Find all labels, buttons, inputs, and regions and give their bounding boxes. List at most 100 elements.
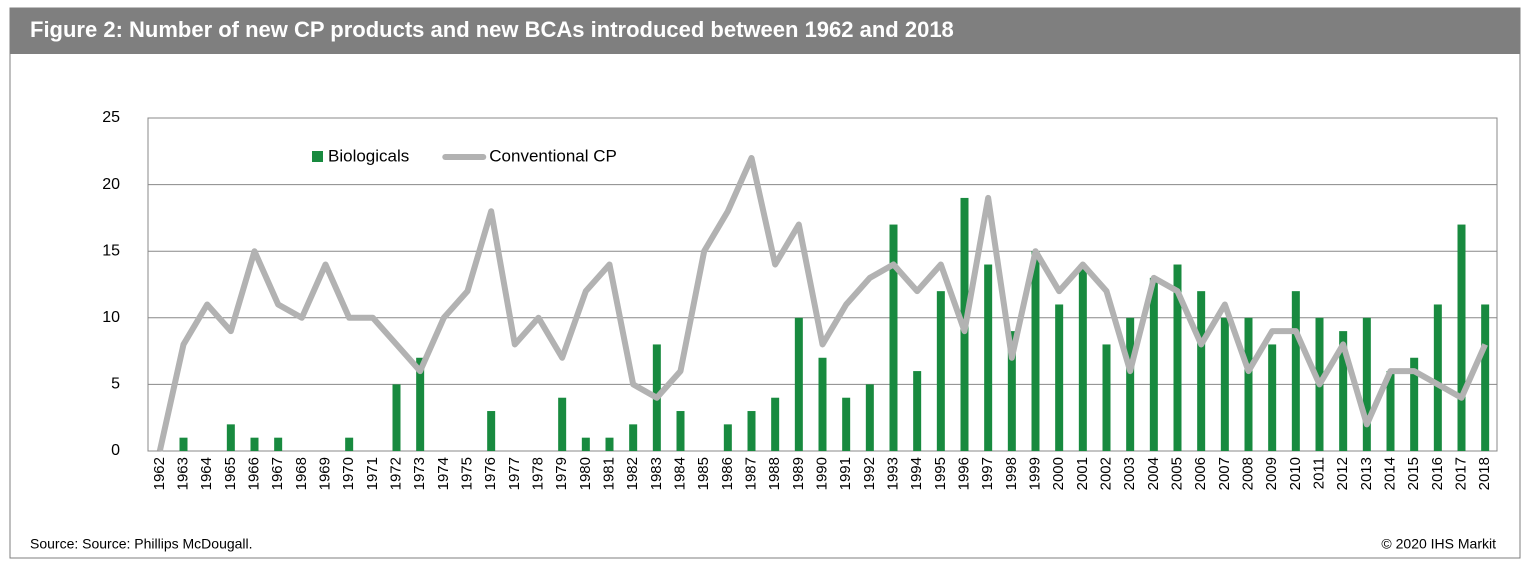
bar <box>250 437 259 451</box>
frame <box>9 7 1521 559</box>
x-tick-label: 1971 <box>364 457 381 490</box>
bar <box>747 411 756 451</box>
bar <box>179 437 188 451</box>
x-tick-label: 1966 <box>245 457 262 490</box>
x-tick-label: 1994 <box>908 457 925 490</box>
bar <box>1362 317 1371 451</box>
x-tick-label: 1999 <box>1026 457 1043 490</box>
bar <box>274 437 283 451</box>
line <box>156 154 1488 452</box>
x-tick-label: 1986 <box>719 457 736 490</box>
x-tick-label: 2017 <box>1452 457 1469 490</box>
bar <box>416 357 425 451</box>
x-tick-label: 1975 <box>458 457 475 490</box>
bar <box>771 397 780 451</box>
bar <box>1173 264 1182 451</box>
x-tick-label: 2000 <box>1050 457 1067 490</box>
x-tick-label: 2012 <box>1334 457 1351 490</box>
x-tick-label: 1972 <box>387 457 404 490</box>
x-tick-label: 2006 <box>1192 457 1209 490</box>
bar <box>1197 291 1206 451</box>
bar <box>794 317 803 451</box>
bar <box>936 291 945 451</box>
x-tick-label: 1979 <box>553 457 570 490</box>
x-tick-label: 2014 <box>1381 457 1398 490</box>
x-tick-label: 2007 <box>1216 457 1233 490</box>
x-tick-label: 2013 <box>1358 457 1375 490</box>
x-tick-label: 1967 <box>269 457 286 490</box>
x-tick-label: 1965 <box>222 457 239 490</box>
x-tick-label: 1996 <box>955 457 972 490</box>
bar <box>1457 224 1466 451</box>
x-tick-label: 1995 <box>932 457 949 490</box>
x-tick-label: 1968 <box>293 457 310 490</box>
x-tick-label: 1970 <box>340 457 357 490</box>
x-tick-label: 2003 <box>1121 457 1138 490</box>
x-tick-label: 1990 <box>813 457 830 490</box>
x-tick-label: 1992 <box>861 457 878 490</box>
x-tick-label: 1983 <box>648 457 665 490</box>
x-tick-label: 2016 <box>1429 457 1446 490</box>
x-tick-label: 1964 <box>198 457 215 490</box>
bar <box>1410 357 1419 451</box>
bar <box>226 424 235 451</box>
source: Source: Source: Phillips McDougall. <box>30 536 253 552</box>
x-tick-label: 1963 <box>174 457 191 490</box>
x-tick-label: 2009 <box>1263 457 1280 490</box>
chart-title: Figure 2: Number of new CP products and … <box>30 17 954 42</box>
x-tick-label: 2004 <box>1145 457 1162 490</box>
bar <box>913 371 922 451</box>
bar <box>1386 371 1395 451</box>
bar <box>1268 344 1277 451</box>
y-tick-label: 15 <box>102 242 120 259</box>
x-tick-label: 2001 <box>1074 457 1091 490</box>
bar <box>865 384 874 451</box>
x-tick-label: 2002 <box>1097 457 1114 490</box>
x-tick-label: 1978 <box>529 457 546 490</box>
x-tick-label: 2010 <box>1287 457 1304 490</box>
bar <box>558 397 567 451</box>
bar <box>984 264 993 451</box>
bar <box>676 411 685 451</box>
bar <box>1481 304 1490 451</box>
x-tick-label: 1989 <box>790 457 807 490</box>
bar <box>842 397 851 451</box>
x-tick-label: 1962 <box>151 457 168 490</box>
x-tick-label: 1980 <box>577 457 594 490</box>
x-tick-label: 2018 <box>1476 457 1493 490</box>
bar <box>1339 331 1348 451</box>
bar <box>1149 277 1158 451</box>
x-tick-label: 1997 <box>979 457 996 490</box>
bar <box>1007 331 1016 451</box>
legend-swatch <box>312 151 323 162</box>
x-tick-label: 1973 <box>411 457 428 490</box>
bar <box>1126 317 1135 451</box>
bar <box>1102 344 1111 451</box>
bar <box>1433 304 1442 451</box>
copyright: © 2020 IHS Markit <box>1381 536 1496 552</box>
y-tick-label: 5 <box>111 376 120 393</box>
legend-label: Conventional CP <box>489 146 617 165</box>
x-tick-label: 1976 <box>482 457 499 490</box>
x-tick-label: 1982 <box>624 457 641 490</box>
y-tick-label: 0 <box>111 442 120 459</box>
bar <box>487 411 496 451</box>
x-tick-label: 2015 <box>1405 457 1422 490</box>
x-tick-label: 1993 <box>884 457 901 490</box>
bar <box>818 357 827 451</box>
x-tick-label: 1984 <box>671 457 688 490</box>
legend-label: Biologicals <box>328 146 409 165</box>
bar <box>1031 251 1040 451</box>
x-tick-label: 1981 <box>600 457 617 490</box>
y-tick-label: 20 <box>102 176 120 193</box>
bar <box>889 224 898 451</box>
bar <box>723 424 732 451</box>
x-tick-label: 2005 <box>1168 457 1185 490</box>
bar <box>1078 264 1087 451</box>
x-tick-label: 1974 <box>435 457 452 490</box>
bar <box>1055 304 1064 451</box>
bar <box>581 437 590 451</box>
x-tick-label: 2008 <box>1239 457 1256 490</box>
x-tick-label: 1969 <box>316 457 333 490</box>
